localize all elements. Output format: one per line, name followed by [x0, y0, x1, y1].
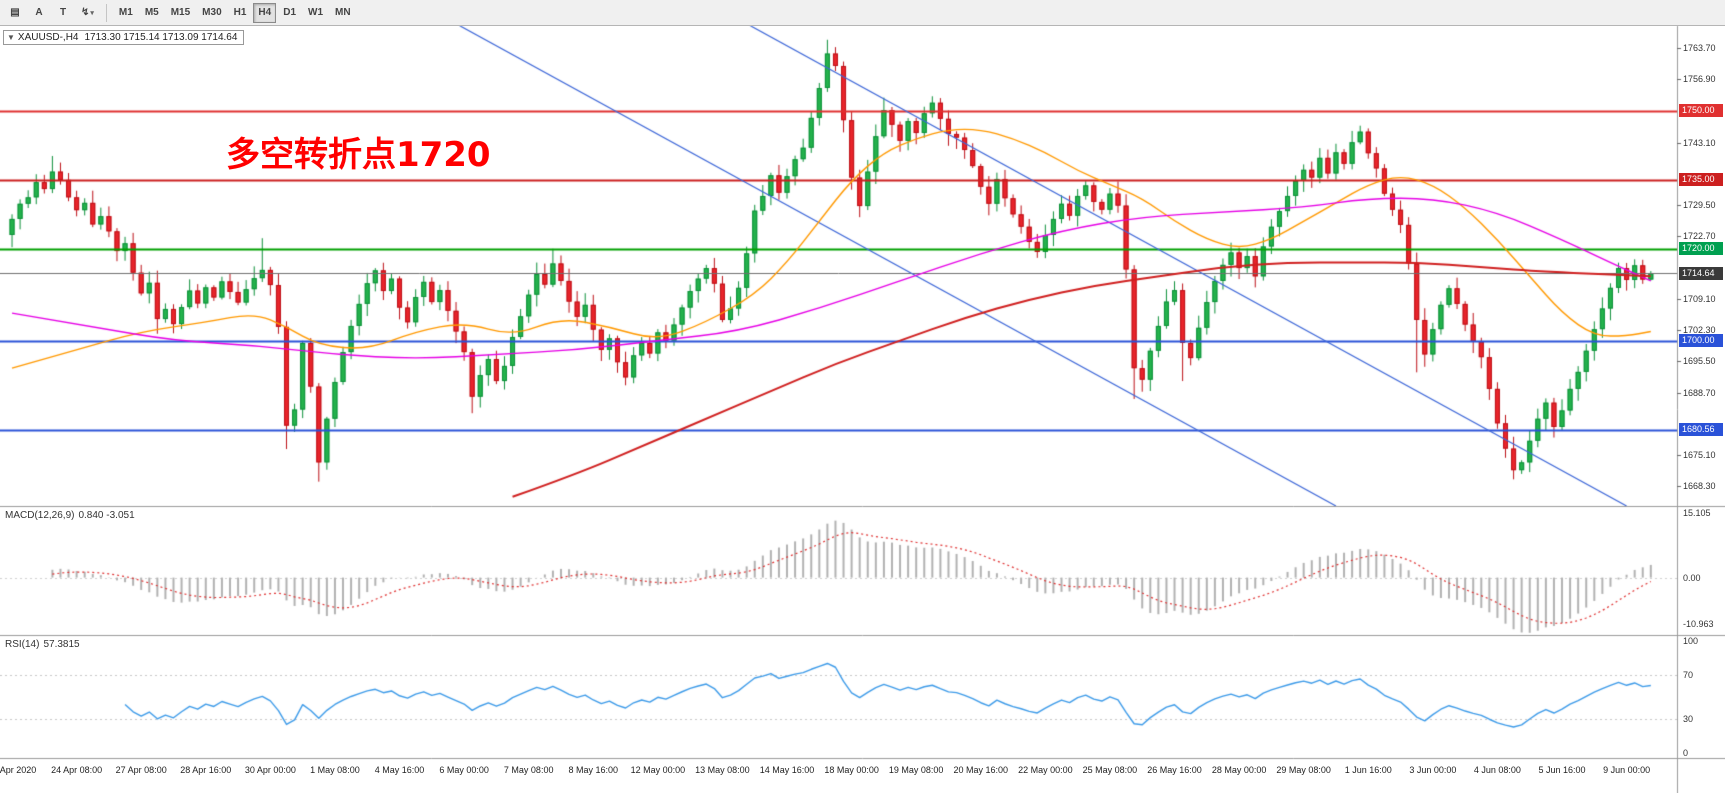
rsi-value: 57.3815 — [43, 639, 80, 650]
rsi-label: RSI(14) 57.3815 — [5, 639, 80, 650]
timeframe-button-m30[interactable]: M30 — [197, 3, 226, 23]
cursor-tool-glyph: A — [35, 6, 43, 18]
timeframe-button-h1[interactable]: H1 — [229, 3, 252, 23]
macd-name: MACD(12,26,9) — [5, 510, 75, 521]
toolbar: ▤ A T ↯▾ M1 M5 M15 M30 H1 H4 D1 W1 MN — [0, 0, 1725, 26]
timeframe-button-w1[interactable]: W1 — [303, 3, 328, 23]
chart-windows-icon[interactable]: ▤ — [4, 3, 26, 23]
timeframe-button-m5[interactable]: M5 — [140, 3, 164, 23]
macd-label: MACD(12,26,9) 0.840 -3.051 — [5, 510, 135, 521]
chart-annotation-text[interactable]: 多空转折点1720 — [225, 135, 491, 176]
chevron-down-icon: ▾ — [90, 9, 94, 17]
symbol-info-box: ▼ XAUUSD-,H4 1713.30 1715.14 1713.09 1714.… — [3, 30, 245, 45]
ohlc-values: 1713.30 1715.14 1713.09 1714.64 — [84, 32, 238, 43]
toolbar-separator — [105, 3, 107, 22]
chart-windows-glyph: ▤ — [10, 6, 20, 18]
symbol-name: XAUUSD-,H4 — [17, 32, 79, 43]
quick-tools-button[interactable]: ↯▾ — [76, 3, 99, 23]
timeframe-button-h4[interactable]: H4 — [253, 2, 277, 23]
symbol-dropdown-icon[interactable]: ▼ — [7, 33, 15, 42]
rsi-name: RSI(14) — [5, 639, 40, 650]
macd-values: 0.840 -3.051 — [78, 510, 135, 521]
timeframe-button-m15[interactable]: M15 — [166, 3, 195, 23]
text-tool-glyph: T — [59, 6, 67, 18]
text-tool-button[interactable]: T — [52, 3, 74, 23]
timeframe-button-m1[interactable]: M1 — [114, 3, 138, 23]
zap-icon: ↯ — [81, 6, 90, 18]
timeframe-button-mn[interactable]: MN — [330, 3, 356, 23]
cursor-tool-button[interactable]: A — [28, 3, 50, 23]
timeframe-button-d1[interactable]: D1 — [278, 3, 301, 23]
